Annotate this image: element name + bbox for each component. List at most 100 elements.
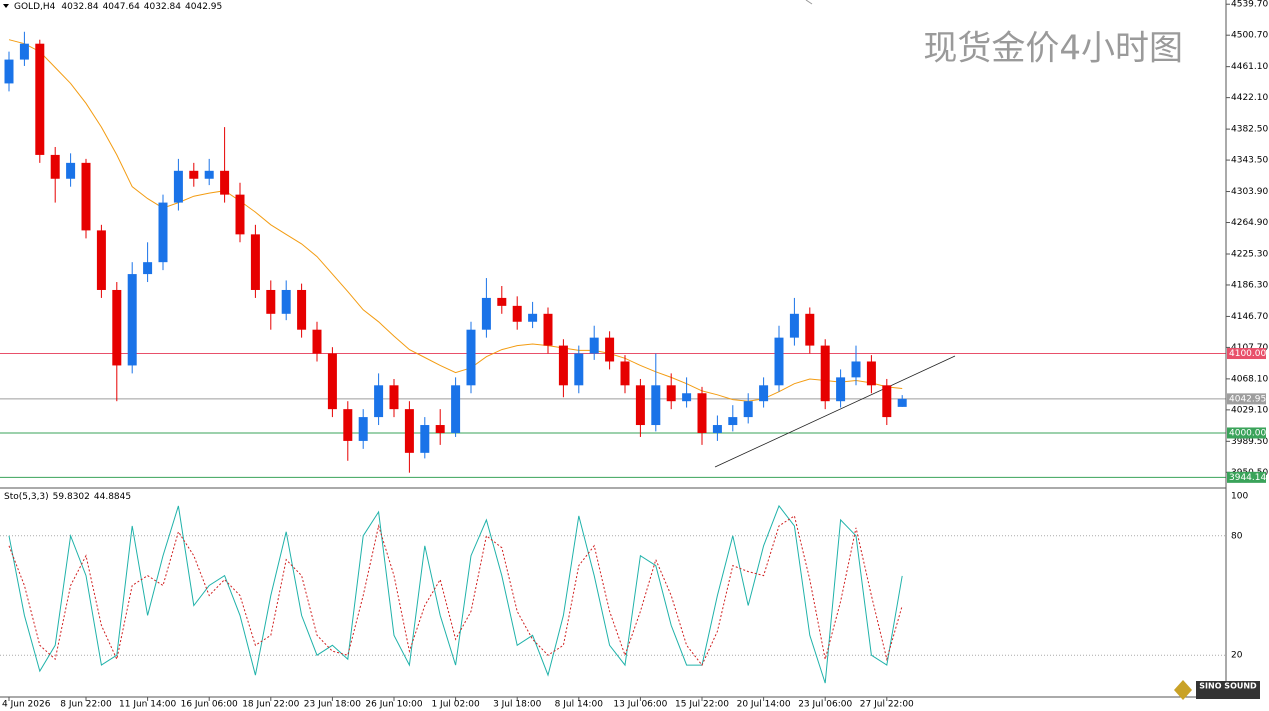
- candle-body: [897, 398, 907, 407]
- watermark-title: 现货金价4小时图: [923, 29, 1183, 69]
- indicator-line: [8, 504, 903, 684]
- y-tick-label: 4500.70: [1231, 31, 1268, 41]
- candle-body: [220, 170, 230, 195]
- indicator-name: Sto(5,3,3): [4, 492, 49, 502]
- x-tick-label: 27 Jul 22:00: [860, 700, 914, 710]
- y-tick-label: 100: [1231, 492, 1248, 502]
- candle-body: [235, 194, 245, 235]
- candle-body: [173, 170, 183, 203]
- candle-body: [512, 305, 522, 322]
- last-open: 4032.84: [61, 2, 98, 12]
- candle-body: [466, 329, 476, 386]
- candle-body: [620, 361, 630, 386]
- y-tick-label: 4068.10: [1231, 374, 1268, 384]
- candle-body: [112, 289, 122, 366]
- x-tick-label: 18 Jun 22:00: [242, 700, 299, 710]
- x-tick-label: 23 Jul 06:00: [798, 700, 852, 710]
- candle-body: [743, 401, 753, 418]
- y-tick-label: 4461.10: [1231, 62, 1268, 72]
- y-tick-label: 4186.30: [1231, 280, 1268, 290]
- last-high: 4047.64: [103, 2, 140, 12]
- candle-body: [266, 289, 276, 314]
- price-level-box: [1227, 427, 1266, 439]
- candle-body: [327, 353, 337, 410]
- x-tick-label: 4 Jun 2026: [2, 700, 51, 710]
- candle-body: [158, 202, 168, 263]
- candle-body: [4, 59, 14, 84]
- candle-body: [143, 262, 153, 275]
- candle-body: [374, 385, 384, 418]
- candle-body: [558, 345, 568, 386]
- y-tick-label: 4107.70: [1231, 343, 1268, 353]
- price-level-box: [1227, 393, 1266, 405]
- candle-body: [712, 425, 722, 433]
- y-tick-label: 4029.10: [1231, 405, 1268, 415]
- candle-body: [543, 313, 553, 346]
- x-tick-label: 16 Jun 06:00: [181, 700, 238, 710]
- last-low: 4032.84: [144, 2, 181, 12]
- logo-icon: [1174, 680, 1192, 700]
- symbol-menu-icon: [3, 4, 9, 8]
- candle-body: [66, 162, 76, 179]
- symbol: GOLD,H4: [14, 2, 56, 12]
- candle-body: [697, 393, 707, 433]
- candle-body: [297, 289, 307, 330]
- candle-body: [528, 313, 538, 322]
- candle-body: [574, 353, 584, 386]
- candle-body: [851, 361, 861, 378]
- candle-body: [882, 385, 892, 418]
- candle-body: [420, 425, 430, 453]
- candle-body: [605, 337, 615, 362]
- candle-body: [435, 425, 445, 433]
- candle-body: [404, 409, 414, 453]
- candle-body: [836, 377, 846, 402]
- candle-body: [281, 289, 291, 314]
- y-tick-label: 4343.50: [1231, 156, 1268, 166]
- candle-body: [312, 329, 322, 354]
- indicator-d: 44.8845: [94, 492, 131, 502]
- last-close: 4042.95: [185, 2, 222, 12]
- candle-body: [189, 170, 199, 179]
- chart-shift-marker: [805, 0, 813, 5]
- x-tick-label: 20 Jul 14:00: [737, 700, 791, 710]
- candle-body: [666, 385, 676, 402]
- x-tick-label: 26 Jun 10:00: [365, 700, 422, 710]
- candle-body: [774, 337, 784, 386]
- x-tick-label: 15 Jul 22:00: [675, 700, 729, 710]
- y-tick-label: 4303.90: [1231, 187, 1268, 197]
- candle-body: [389, 385, 399, 410]
- candle-body: [343, 409, 353, 441]
- chart-header: GOLD,H4 4032.84 4047.64 4032.84 4042.95: [14, 2, 222, 12]
- y-tick-label: 20: [1231, 651, 1243, 661]
- candle-body: [820, 345, 830, 402]
- y-tick-label: 4422.10: [1231, 93, 1268, 103]
- y-tick-label: 4146.70: [1231, 312, 1268, 322]
- price-level-box: [1227, 348, 1266, 360]
- x-tick-label: 3 Jul 18:00: [493, 700, 542, 710]
- candle-body: [481, 297, 491, 330]
- candle-body: [358, 417, 368, 441]
- candle-body: [204, 170, 214, 179]
- indicator-line: [8, 515, 903, 667]
- candle-body: [589, 337, 599, 354]
- logo-text: SINO SOUND: [1199, 682, 1257, 691]
- x-tick-label: 11 Jun 14:00: [119, 700, 176, 710]
- candle-body: [789, 313, 799, 338]
- y-tick-label: 80: [1231, 531, 1243, 541]
- logo-box: [1196, 681, 1260, 699]
- x-tick-label: 1 Jul 02:00: [431, 700, 480, 710]
- indicator-header: Sto(5,3,3) 59.8302 44.8845: [4, 492, 131, 502]
- x-tick-label: 8 Jul 14:00: [555, 700, 604, 710]
- candle-body: [651, 385, 661, 426]
- indicator-k: 59.8302: [53, 492, 90, 502]
- x-tick-label: 23 Jun 18:00: [304, 700, 361, 710]
- y-tick-label: 4539.70: [1231, 0, 1268, 10]
- y-tick-label: 4382.50: [1231, 125, 1268, 135]
- candle-body: [96, 230, 106, 290]
- candle-body: [866, 361, 876, 386]
- trend-line: [714, 355, 956, 468]
- candle-body: [35, 43, 45, 155]
- candle-body: [451, 385, 461, 433]
